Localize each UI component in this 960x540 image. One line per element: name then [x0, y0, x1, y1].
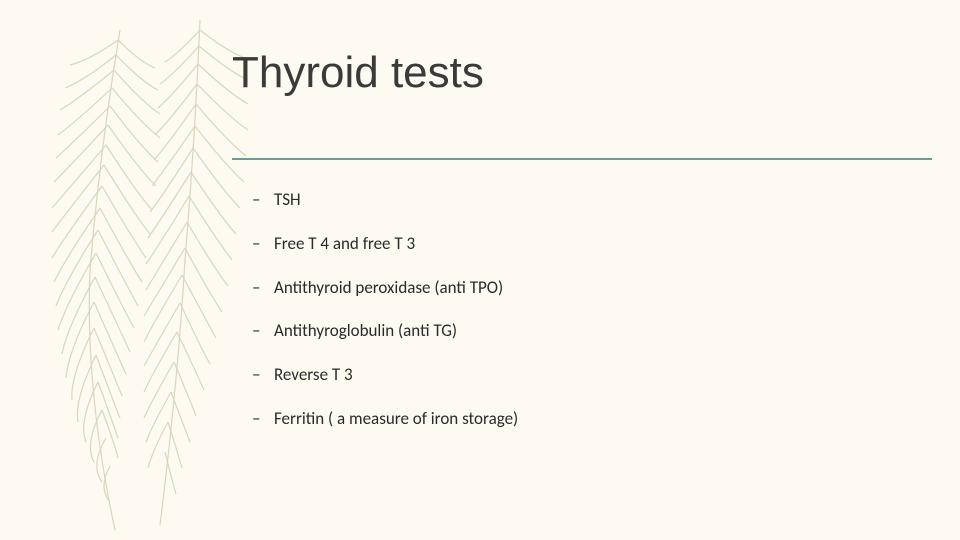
bullet-list: TSH Free T 4 and free T 3 Antithyroid pe…: [232, 188, 920, 431]
list-item: Ferritin ( a measure of iron storage): [252, 407, 920, 431]
list-item: Free T 4 and free T 3: [252, 232, 920, 256]
list-item: Reverse T 3: [252, 363, 920, 387]
slide-title: Thyroid tests: [232, 48, 920, 98]
list-item: Antithyroglobulin (anti TG): [252, 319, 920, 343]
list-item: Antithyroid peroxidase (anti TPO): [252, 276, 920, 300]
slide-content: Thyroid tests TSH Free T 4 and free T 3 …: [0, 0, 960, 431]
list-item: TSH: [252, 188, 920, 212]
title-divider: [232, 158, 932, 160]
